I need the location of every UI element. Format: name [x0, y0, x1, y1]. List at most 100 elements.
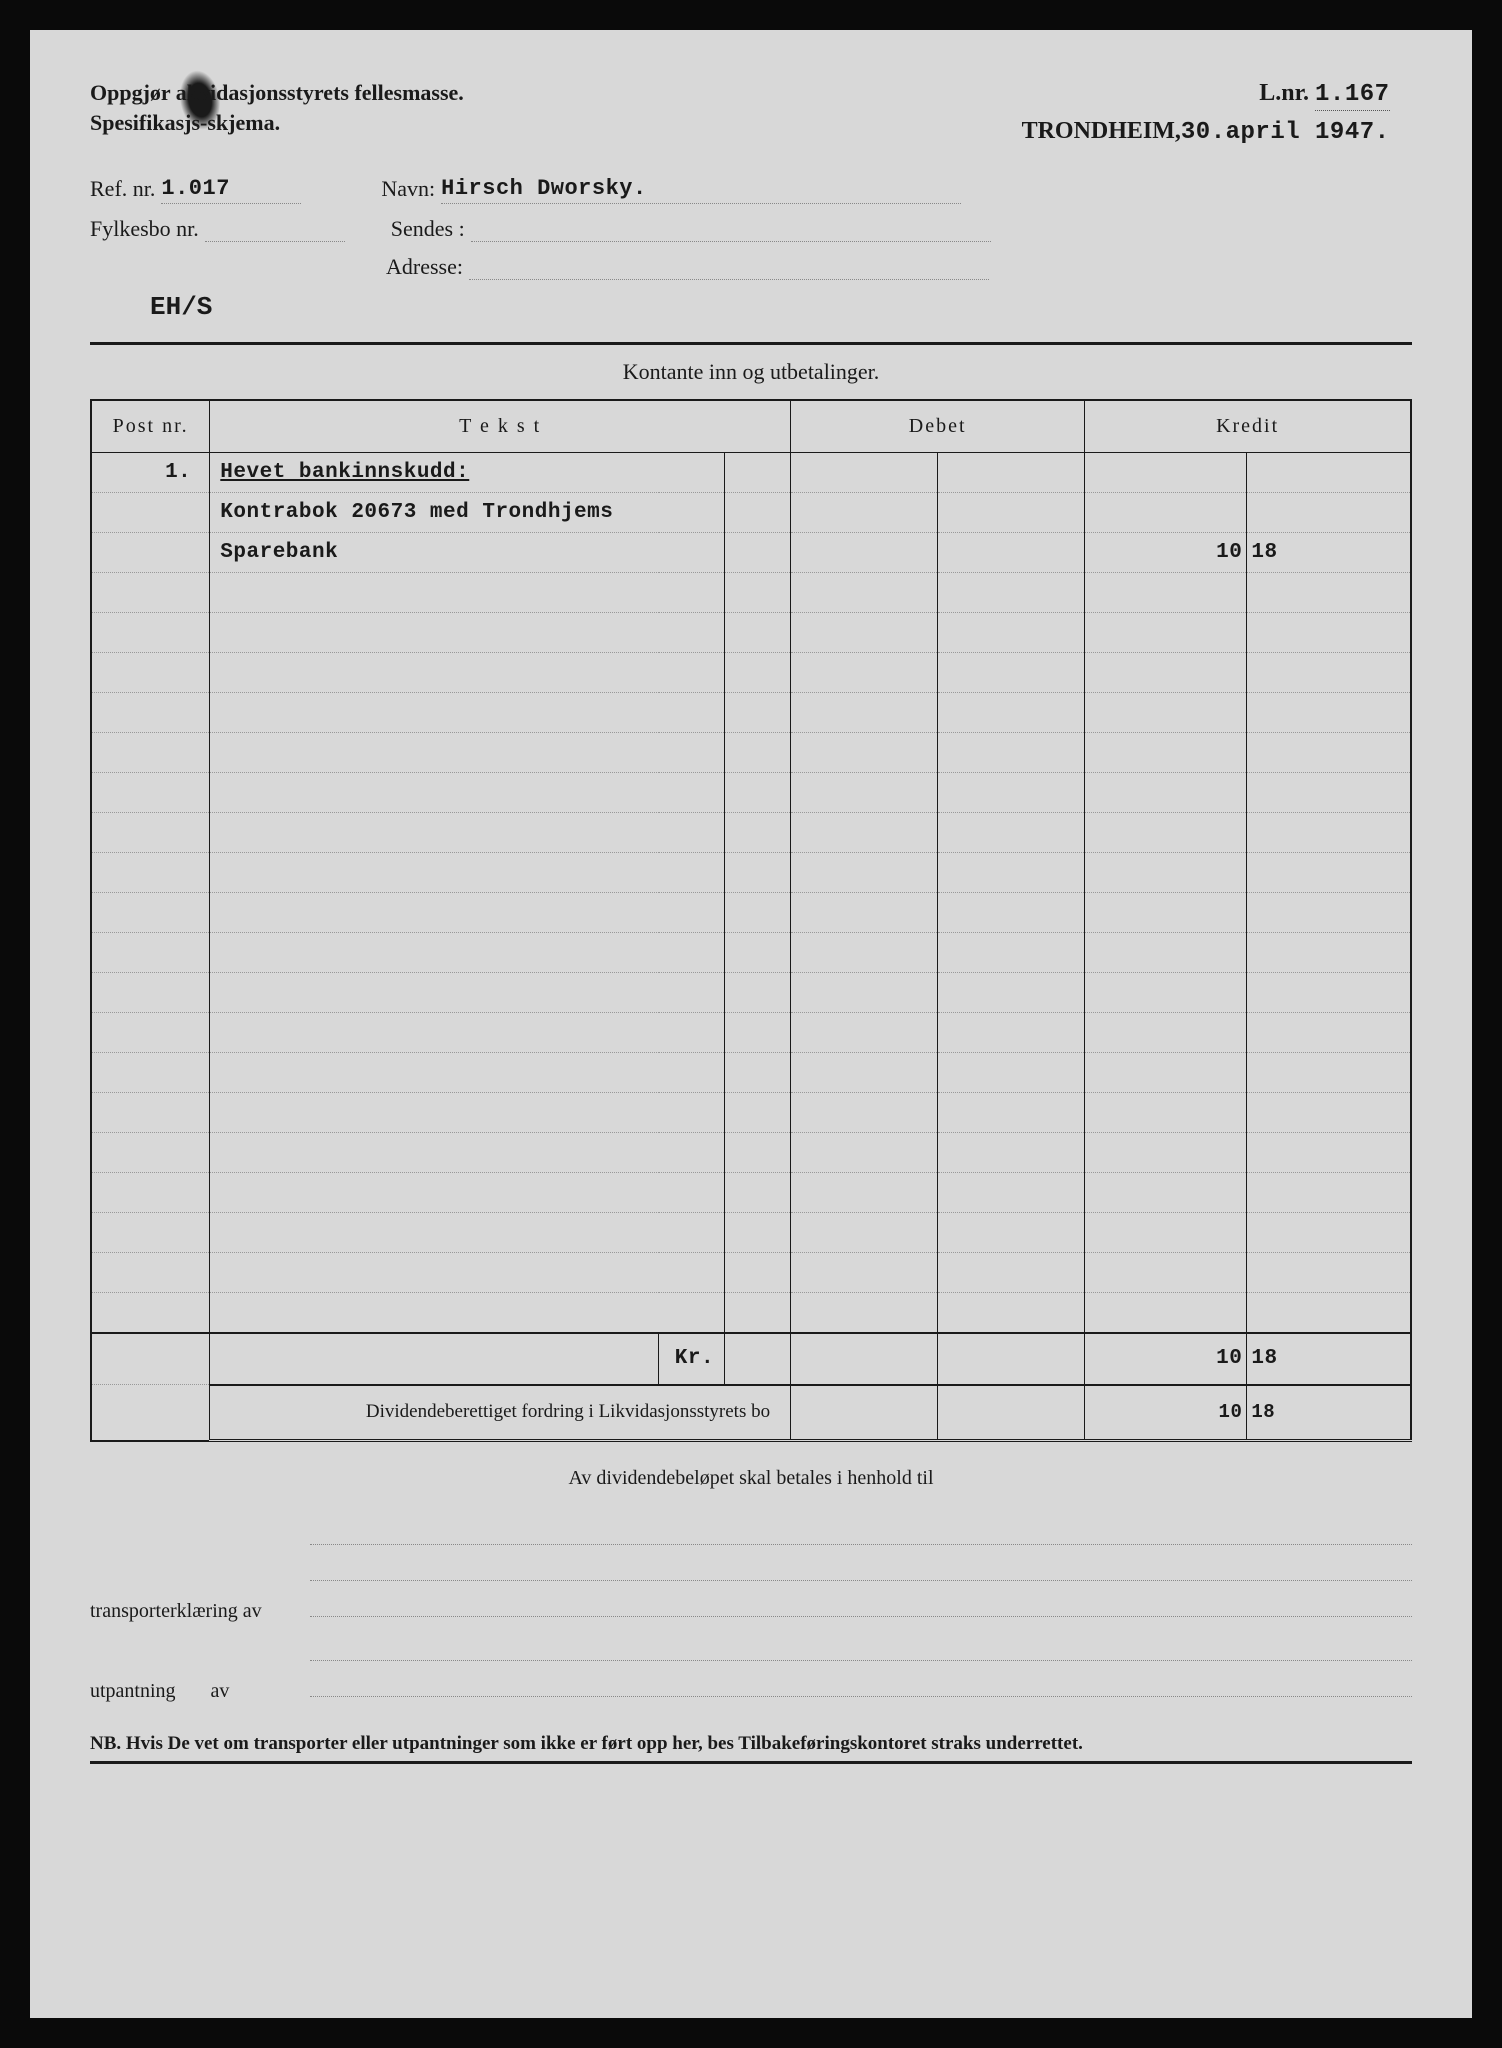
utpantning-label: utpantning av — [90, 1680, 310, 1703]
table-row — [91, 693, 1411, 733]
utpantning-lines — [310, 1631, 1412, 1703]
tekst-cell — [210, 1293, 659, 1333]
info-row-fylk-send: Fylkesbo nr. Sendes : — [90, 216, 1412, 242]
title-1b: kvidasjonsstyrets fellesmasse. — [187, 80, 464, 105]
table-row — [91, 1013, 1411, 1053]
table-row: Sparebank1018 — [91, 533, 1411, 573]
header-block: Oppgjør akvidasjonsstyrets fellesmasse. … — [90, 80, 1412, 146]
dividend-row: Dividendeberettiget fordring i Likvidasj… — [91, 1385, 1411, 1441]
tekst-cell — [210, 1253, 659, 1293]
info-row-ref-navn: Ref. nr. 1.017 Navn: Hirsch Dworsky. — [90, 176, 1412, 204]
info-block: Ref. nr. 1.017 Navn: Hirsch Dworsky. Fyl… — [90, 176, 1412, 322]
footer-transport-row: transporterklæring av — [90, 1515, 1412, 1623]
fylkesbo-value — [205, 216, 345, 242]
tekst-cell — [210, 733, 659, 773]
table-row: Kontrabok 20673 med Trondhjems — [91, 493, 1411, 533]
tekst-cell — [210, 853, 659, 893]
ref-label: Ref. nr. — [90, 176, 155, 204]
tekst-cell — [210, 813, 659, 853]
tekst-cell — [210, 1213, 659, 1253]
dividend-kredit-main: 10 — [1085, 1385, 1247, 1441]
table-row — [91, 933, 1411, 973]
tekst-cell — [210, 1013, 659, 1053]
navn-value: Hirsch Dworsky. — [441, 176, 961, 204]
tekst-cell — [210, 773, 659, 813]
tekst-cell: Hevet bankinnskudd: — [210, 453, 659, 493]
table-row — [91, 1173, 1411, 1213]
footer-utpantning-row: utpantning av — [90, 1631, 1412, 1703]
table-row — [91, 613, 1411, 653]
tekst-cell — [210, 1173, 659, 1213]
adresse-value — [469, 254, 989, 280]
table-row — [91, 773, 1411, 813]
form-title-line2: Spesifikasjs-skjema. — [90, 110, 857, 136]
blank-line — [310, 1667, 1412, 1697]
title-2b: s-skjema. — [191, 110, 280, 135]
th-debet: Debet — [791, 400, 1085, 453]
tekst-cell — [210, 973, 659, 1013]
ledger-table: Post nr. T e k s t Debet Kredit 1.Hevet … — [90, 399, 1412, 1442]
table-row — [91, 1093, 1411, 1133]
lnr-label: L.nr. — [1259, 80, 1309, 106]
ledger-body: 1.Hevet bankinnskudd:Kontrabok 20673 med… — [91, 453, 1411, 1333]
lnr-value: 1.167 — [1315, 81, 1390, 111]
dividend-label: Dividendeberettiget fordring i Likvidasj… — [210, 1385, 791, 1441]
subtotal-label: Kr. — [659, 1333, 725, 1385]
info-row-adr: Adresse: — [90, 254, 1412, 280]
stamp-eh: EH/S — [150, 292, 1412, 322]
place-text: TRONDHEIM, — [1022, 118, 1181, 144]
table-row — [91, 573, 1411, 613]
sendes-value — [471, 216, 991, 242]
subtotal-row: Kr. 10 18 — [91, 1333, 1411, 1385]
navn-label: Navn: — [381, 176, 435, 204]
tekst-cell — [210, 1133, 659, 1173]
header-right: L.nr. 1.167 TRONDHEIM,30.april 1947. — [861, 80, 1390, 146]
blank-line — [310, 1551, 1412, 1581]
table-row — [91, 1213, 1411, 1253]
th-post: Post nr. — [91, 400, 210, 453]
lnr-line: L.nr. 1.167 — [861, 80, 1390, 108]
transport-label: transporterklæring av — [90, 1600, 310, 1623]
subtotal-debet-dec — [938, 1333, 1085, 1385]
transport-lines — [310, 1515, 1412, 1623]
tekst-cell — [210, 1093, 659, 1133]
table-row — [91, 653, 1411, 693]
ledger-footer: Kr. 10 18 Dividendeberettiget fordring i… — [91, 1333, 1411, 1441]
tekst-cell: Sparebank — [210, 533, 659, 573]
tekst-cell — [210, 613, 659, 653]
subtotal-kredit-main: 10 — [1085, 1333, 1247, 1385]
form-title-line1: Oppgjør akvidasjonsstyrets fellesmasse. — [90, 80, 857, 106]
ledger-head: Post nr. T e k s t Debet Kredit — [91, 400, 1411, 453]
fylkesbo-label: Fylkesbo nr. — [90, 216, 199, 242]
blank-line — [310, 1587, 1412, 1617]
th-tekst: T e k s t — [210, 400, 791, 453]
th-kredit: Kredit — [1085, 400, 1411, 453]
table-row — [91, 973, 1411, 1013]
table-row — [91, 1053, 1411, 1093]
subtotal-kredit-dec: 18 — [1247, 1333, 1411, 1385]
place-date: TRONDHEIM,30.april 1947. — [861, 118, 1390, 146]
tekst-cell — [210, 1053, 659, 1093]
subtotal-debet-main — [791, 1333, 938, 1385]
adresse-label: Adresse: — [386, 254, 463, 280]
blank-line — [310, 1631, 1412, 1661]
tekst-cell — [210, 693, 659, 733]
tekst-cell — [210, 653, 659, 693]
tekst-cell: Kontrabok 20673 med Trondhjems — [210, 493, 659, 533]
section-title: Kontante inn og utbetalinger. — [90, 345, 1412, 399]
table-row — [91, 1253, 1411, 1293]
ref-value: 1.017 — [161, 176, 301, 204]
table-row — [91, 853, 1411, 893]
date-text: 30.april 1947. — [1181, 119, 1390, 146]
nb-notice: NB. Hvis De vet om transporter eller utp… — [90, 1733, 1412, 1764]
title-2a: Spesifikasj — [90, 110, 191, 135]
sendes-label: Sendes : — [391, 216, 465, 242]
dividend-kredit-dec: 18 — [1247, 1385, 1411, 1441]
table-row — [91, 1293, 1411, 1333]
tekst-cell — [210, 893, 659, 933]
table-row — [91, 1133, 1411, 1173]
tekst-cell — [210, 933, 659, 973]
title-1a: Oppgjør a — [90, 80, 187, 105]
document-page: Oppgjør akvidasjonsstyrets fellesmasse. … — [30, 30, 1472, 2018]
header-left: Oppgjør akvidasjonsstyrets fellesmasse. … — [90, 80, 857, 136]
